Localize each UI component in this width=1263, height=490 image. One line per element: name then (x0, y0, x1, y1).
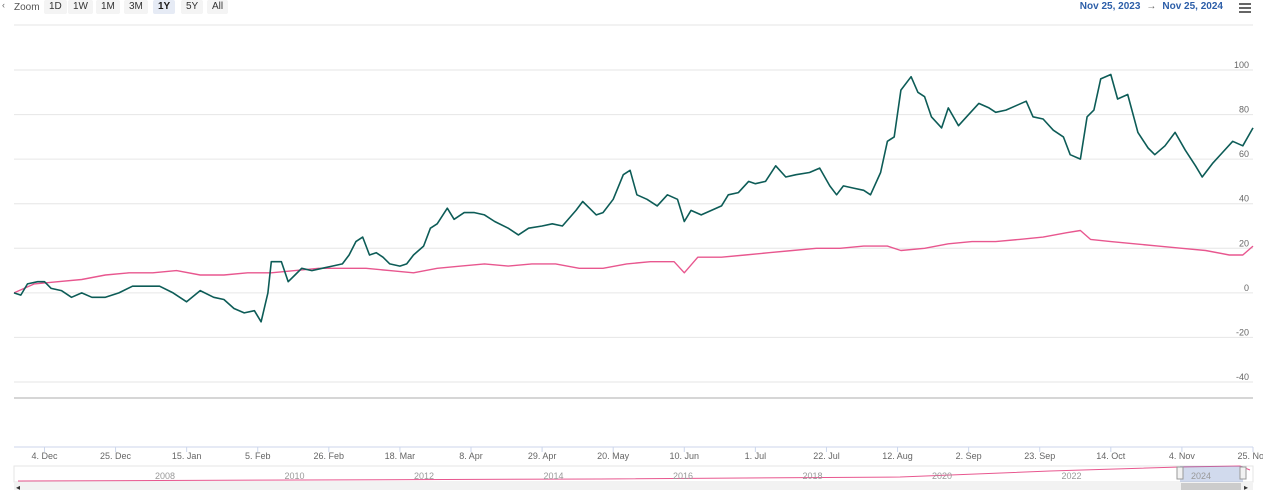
x-tick-label: 2. Sep (956, 451, 982, 461)
navigator: 2008 2010 2012 2014 2016 2018 2020 2022 2024 ◂ ▸ (13, 465, 1254, 490)
navigator-background (13, 465, 1254, 483)
navigator-handle (1239, 466, 1247, 480)
y-tick-label: 60 (1239, 149, 1249, 159)
navigator-year-label: 2022 (1061, 471, 1081, 481)
hamburger-menu-icon[interactable] (1239, 3, 1251, 13)
x-tick-label: 20. May (597, 451, 630, 461)
x-tick-label: 10. Jun (670, 451, 700, 461)
navigator-year-label: 2024 (1191, 471, 1211, 481)
x-tick-label: 25. Nov (1237, 451, 1263, 461)
x-tick-label: 26. Feb (314, 451, 345, 461)
y-axis: 100 80 60 40 20 0 -20 -40 (1234, 60, 1249, 382)
range-start-date[interactable]: Nov 25, 2023 (1079, 1, 1141, 12)
navigator-year-label: 2008 (155, 471, 175, 481)
date-range-display: Nov 25, 2023 → Nov 25, 2024 (1080, 1, 1223, 12)
grid-lines (14, 24, 1253, 383)
navigator-year-label: 2010 (284, 471, 304, 481)
x-tick-label: 12. Aug (882, 451, 913, 461)
x-tick-label: 15. Jan (172, 451, 202, 461)
x-tick-label: 5. Feb (245, 451, 271, 461)
y-tick-label: 40 (1239, 194, 1249, 204)
navigator-selection-mask (1180, 466, 1243, 482)
zoom-label: Zoom (14, 2, 40, 13)
navigator-year-label: 2018 (802, 471, 822, 481)
y-tick-label: -40 (1236, 372, 1249, 382)
series-layer (13, 73, 1254, 323)
navigator-scrollbar-thumb (1181, 483, 1241, 490)
zoom-button-1w[interactable]: 1W (68, 0, 93, 14)
navigator-scrollbar-track (14, 483, 1253, 490)
zoom-button-3m[interactable]: 3M (124, 0, 148, 14)
range-selector-toolbar: ‹ Zoom 1D 1W 1M 3M 1Y 5Y All Nov 25, 202… (0, 0, 1263, 16)
series-line-2 (13, 229, 1254, 294)
navigator-series-line (17, 465, 1251, 482)
scroll-right-arrow-icon: ▸ (1244, 483, 1248, 490)
x-tick-label: 4. Dec (31, 451, 58, 461)
navigator-year-label: 2020 (932, 471, 952, 481)
x-axis: 4. Dec 25. Dec 15. Jan 5. Feb 26. Feb 18. Mar… (31, 447, 1263, 461)
y-tick-label: -20 (1236, 327, 1249, 337)
x-tick-label: 1. Jul (745, 451, 767, 461)
navigator-year-label: 2016 (673, 471, 693, 481)
range-separator: → (1146, 1, 1157, 12)
y-tick-label: 20 (1239, 238, 1249, 248)
x-tick-label: 22. Jul (813, 451, 840, 461)
zoom-button-1m[interactable]: 1M (96, 0, 120, 14)
navigator-year-label: 2014 (543, 471, 563, 481)
zoom-button-1y[interactable]: 1Y (153, 0, 176, 14)
x-tick-label: 18. Mar (385, 451, 416, 461)
range-end-date[interactable]: Nov 25, 2024 (1162, 1, 1223, 12)
x-tick-label: 8. Apr (459, 451, 483, 461)
zoom-button-5y[interactable]: 5Y (181, 0, 204, 14)
y-tick-label: 100 (1234, 60, 1249, 70)
x-tick-label: 29. Apr (528, 451, 557, 461)
zoom-button-1d[interactable]: 1D (44, 0, 67, 14)
chevron-left-icon[interactable]: ‹ (2, 0, 5, 10)
x-tick-label: 23. Sep (1024, 451, 1055, 461)
zoom-button-all[interactable]: All (207, 0, 229, 14)
navigator-year-label: 2012 (414, 471, 434, 481)
navigator-handle (1176, 466, 1184, 480)
x-tick-label: 14. Oct (1096, 451, 1126, 461)
x-tick-label: 4. Nov (1169, 451, 1196, 461)
y-tick-label: 0 (1244, 283, 1249, 293)
series-line-1 (13, 73, 1254, 323)
x-tick-label: 25. Dec (100, 451, 132, 461)
y-tick-label: 80 (1239, 105, 1249, 115)
scroll-left-arrow-icon: ◂ (16, 483, 20, 490)
